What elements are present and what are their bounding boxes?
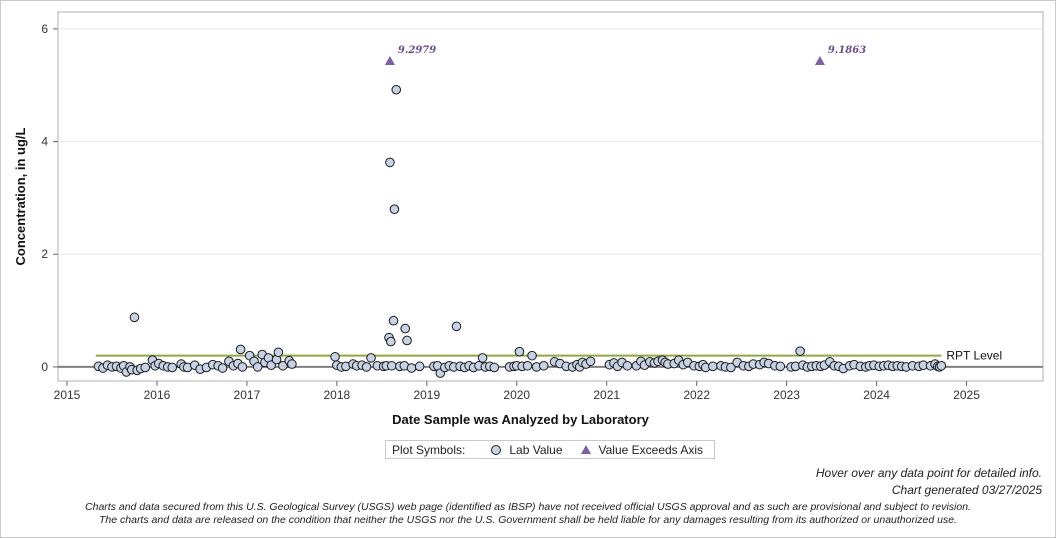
- legend-title: Plot Symbols:: [392, 442, 466, 457]
- y-tick-label: 0: [41, 360, 48, 374]
- x-tick-label: 2016: [144, 388, 171, 402]
- data-point: [391, 84, 402, 95]
- data-point: [726, 362, 736, 373]
- y-tick-label: 4: [41, 135, 48, 149]
- data-point: [585, 356, 596, 367]
- x-tick-label: 2023: [773, 388, 800, 402]
- data-point: [237, 362, 248, 372]
- data-point: [538, 360, 549, 371]
- data-point: [451, 321, 462, 332]
- y-axis-title: Concentration, in ug/L: [13, 127, 28, 265]
- data-point: [386, 360, 397, 371]
- data-point: [708, 361, 718, 372]
- plot-symbols-legend: Plot Symbols: Lab Value Value Exceeds Ax…: [385, 440, 715, 459]
- x-tick-label: 2021: [593, 388, 620, 402]
- data-point: [330, 351, 340, 362]
- data-point: [477, 353, 488, 363]
- circle-icon: [491, 444, 502, 455]
- x-tick-label: 2022: [683, 388, 710, 402]
- legend-item-lab-value: Lab Value: [509, 442, 563, 457]
- plot-area: [57, 11, 1044, 382]
- data-point: [366, 353, 376, 363]
- data-point: [522, 360, 533, 371]
- exceeds-axis-marker: [384, 56, 395, 65]
- data-point: [406, 363, 417, 373]
- y-tick-label: 2: [41, 247, 48, 261]
- rpt-level-label: RPT Level: [946, 349, 1002, 363]
- disclaimer-line-2: The charts and data are released on the …: [99, 514, 957, 526]
- data-point: [167, 362, 178, 373]
- data-point: [936, 360, 947, 371]
- x-tick-label: 2024: [863, 388, 890, 402]
- data-point: [389, 204, 400, 214]
- x-tick-label: 2015: [54, 388, 81, 402]
- x-tick-label: 2020: [503, 388, 530, 402]
- data-point: [361, 362, 372, 372]
- data-point: [489, 362, 500, 373]
- legend-item-value-exceeds-axis: Value Exceeds Axis: [598, 442, 704, 457]
- data-point: [388, 315, 399, 326]
- triangle-icon: [580, 445, 591, 454]
- x-tick-label: 2017: [234, 388, 261, 402]
- data-point: [287, 359, 297, 369]
- y-tick-label: 6: [41, 22, 48, 36]
- data-point: [385, 157, 395, 168]
- exceeds-axis-label: 9.1863: [828, 45, 866, 56]
- generated-note: Chart generated 03/27/2025: [891, 483, 1042, 497]
- disclaimer-line-1: Charts and data secured from this U.S. G…: [85, 501, 971, 513]
- data-point: [514, 346, 525, 357]
- data-point: [622, 360, 633, 371]
- data-point: [386, 336, 396, 347]
- data-point: [278, 360, 288, 371]
- exceeds-axis-marker: [814, 56, 825, 65]
- data-point: [775, 361, 786, 372]
- data-point: [414, 361, 425, 372]
- data-point: [795, 346, 805, 356]
- data-point: [129, 312, 140, 323]
- data-point: [273, 347, 284, 358]
- data-point: [527, 350, 537, 361]
- x-tick-label: 2018: [324, 388, 351, 402]
- data-point: [402, 335, 412, 346]
- exceeds-axis-label: 9.2979: [398, 45, 436, 56]
- data-point: [217, 363, 228, 373]
- data-point: [140, 362, 151, 373]
- x-tick-label: 2019: [413, 388, 440, 402]
- data-point: [400, 323, 411, 334]
- x-axis-title: Date Sample was Analyzed by Laboratory: [392, 412, 649, 427]
- data-point: [235, 344, 246, 355]
- data-point: [252, 362, 263, 372]
- hover-note: Hover over any data point for detailed i…: [815, 466, 1042, 480]
- x-tick-label: 2025: [953, 388, 980, 402]
